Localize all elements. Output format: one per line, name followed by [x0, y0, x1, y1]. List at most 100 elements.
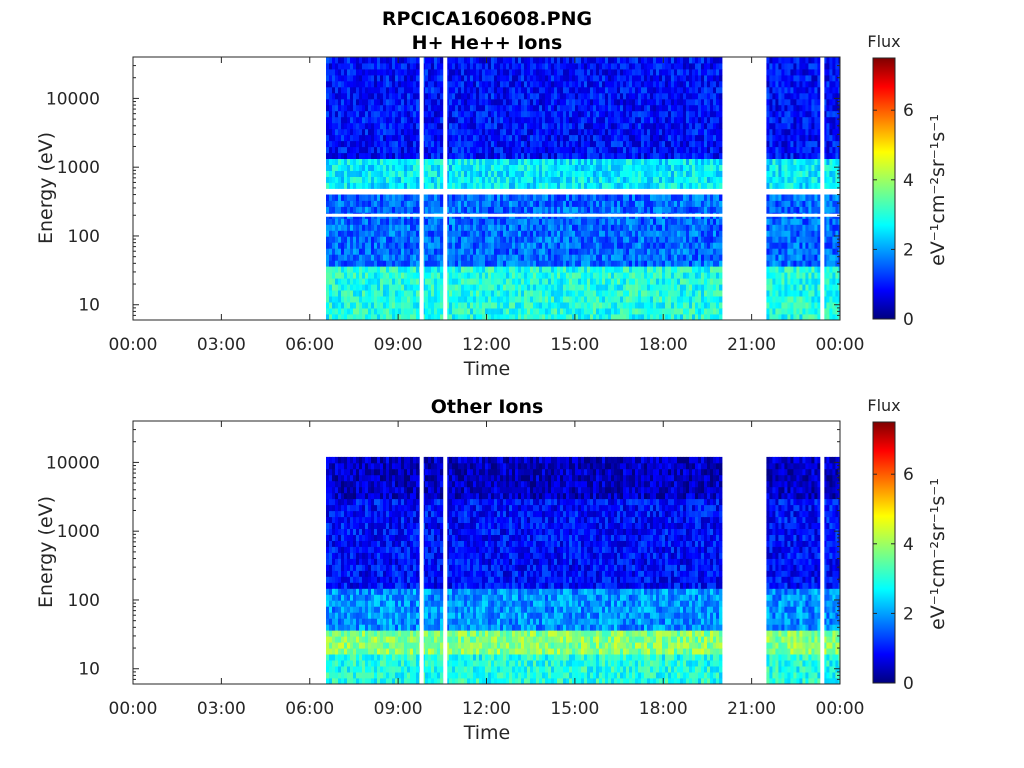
heatmap-cell: [491, 284, 495, 291]
heatmap-cell: [790, 128, 794, 136]
heatmap-cell: [650, 266, 654, 273]
heatmap-cell: [542, 266, 546, 273]
heatmap-cell: [335, 260, 339, 267]
heatmap-cell: [503, 122, 507, 130]
heatmap-cell: [509, 164, 513, 171]
heatmap-cell: [356, 176, 360, 183]
heatmap-cell: [407, 260, 411, 267]
heatmap-cell: [386, 314, 390, 320]
heatmap-cell: [446, 290, 450, 297]
heatmap-cell: [533, 284, 537, 291]
heatmap-cell: [362, 254, 366, 261]
heatmap-cell: [476, 260, 480, 267]
heatmap-cell: [491, 164, 495, 171]
heatmap-cell: [458, 314, 462, 320]
heatmap-cell: [629, 158, 633, 165]
heatmap-cell: [401, 170, 405, 177]
heatmap-cell: [476, 128, 480, 136]
heatmap-cell: [470, 230, 474, 237]
heatmap-cell: [695, 254, 699, 261]
heatmap-cell: [473, 290, 477, 297]
heatmap-cell: [790, 164, 794, 171]
heatmap-cell: [605, 170, 609, 177]
heatmap-cell: [698, 164, 702, 171]
heatmap-cell: [632, 236, 636, 243]
heatmap-cell: [437, 278, 441, 285]
heatmap-cell: [826, 128, 830, 136]
heatmap-cell: [611, 206, 615, 213]
heatmap-cell: [704, 230, 708, 237]
heatmap-cell: [371, 296, 375, 303]
heatmap-cell: [437, 308, 441, 315]
heatmap-cell: [368, 236, 372, 243]
heatmap-cell: [530, 302, 534, 309]
heatmap-cell: [632, 242, 636, 249]
heatmap-cell: [359, 242, 363, 249]
heatmap-cell: [521, 146, 525, 154]
heatmap-cell: [395, 122, 399, 130]
heatmap-cell: [814, 182, 818, 189]
heatmap-cell: [623, 308, 627, 315]
heatmap-cell: [335, 128, 339, 136]
heatmap-cell: [398, 176, 402, 183]
heatmap-cell: [665, 176, 669, 183]
heatmap-cell: [536, 128, 540, 136]
heatmap-cell: [560, 302, 564, 309]
heatmap-cell: [620, 140, 624, 148]
heatmap-cell: [488, 248, 492, 255]
heatmap-cell: [707, 128, 711, 136]
heatmap-cell: [680, 230, 684, 237]
heatmap-cell: [395, 128, 399, 136]
heatmap-cell: [557, 260, 561, 267]
heatmap-cell: [581, 272, 585, 279]
heatmap-cell: [659, 146, 663, 154]
heatmap-cell: [584, 260, 588, 267]
heatmap-cell: [383, 146, 387, 154]
heatmap-cell: [680, 248, 684, 255]
heatmap-cell: [533, 314, 537, 320]
heatmap-cell: [485, 284, 489, 291]
heatmap-cell: [808, 200, 812, 207]
heatmap-cell: [689, 254, 693, 261]
heatmap-cell: [781, 194, 785, 201]
heatmap-cell: [778, 218, 782, 225]
heatmap-cell: [458, 134, 462, 142]
heatmap-cell: [605, 314, 609, 320]
heatmap-cell: [599, 260, 603, 267]
heatmap-cell: [395, 152, 399, 159]
heatmap-cell: [611, 260, 615, 267]
heatmap-cell: [383, 164, 387, 171]
heatmap-cell: [338, 278, 342, 285]
heatmap-cell: [686, 224, 690, 231]
heatmap-cell: [775, 272, 779, 279]
heatmap-cell: [641, 164, 645, 171]
heatmap-cell: [479, 236, 483, 243]
heatmap-cell: [473, 266, 477, 273]
heatmap-cell: [701, 134, 705, 142]
heatmap-cell: [566, 194, 570, 201]
heatmap-cell: [416, 158, 420, 165]
heatmap-cell: [350, 152, 354, 159]
heatmap-cell: [781, 140, 785, 148]
heatmap-cell: [446, 302, 450, 309]
heatmap-cell: [835, 284, 839, 291]
heatmap-cell: [668, 272, 672, 279]
heatmap-cell: [410, 164, 414, 171]
heatmap-cell: [359, 230, 363, 237]
heatmap-cell: [491, 236, 495, 243]
heatmap-cell: [467, 290, 471, 297]
heatmap-cell: [781, 206, 785, 213]
heatmap-cell: [554, 260, 558, 267]
heatmap-cell: [638, 308, 642, 315]
heatmap-cell: [377, 278, 381, 285]
heatmap-cell: [698, 254, 702, 261]
heatmap-cell: [497, 224, 501, 231]
heatmap-cell: [359, 194, 363, 201]
heatmap-cell: [407, 302, 411, 309]
heatmap-cell: [515, 284, 519, 291]
heatmap-cell: [365, 302, 369, 309]
heatmap-cell: [695, 260, 699, 267]
heatmap-cell: [350, 200, 354, 207]
heatmap-cell: [353, 266, 357, 273]
heatmap-cell: [506, 122, 510, 130]
